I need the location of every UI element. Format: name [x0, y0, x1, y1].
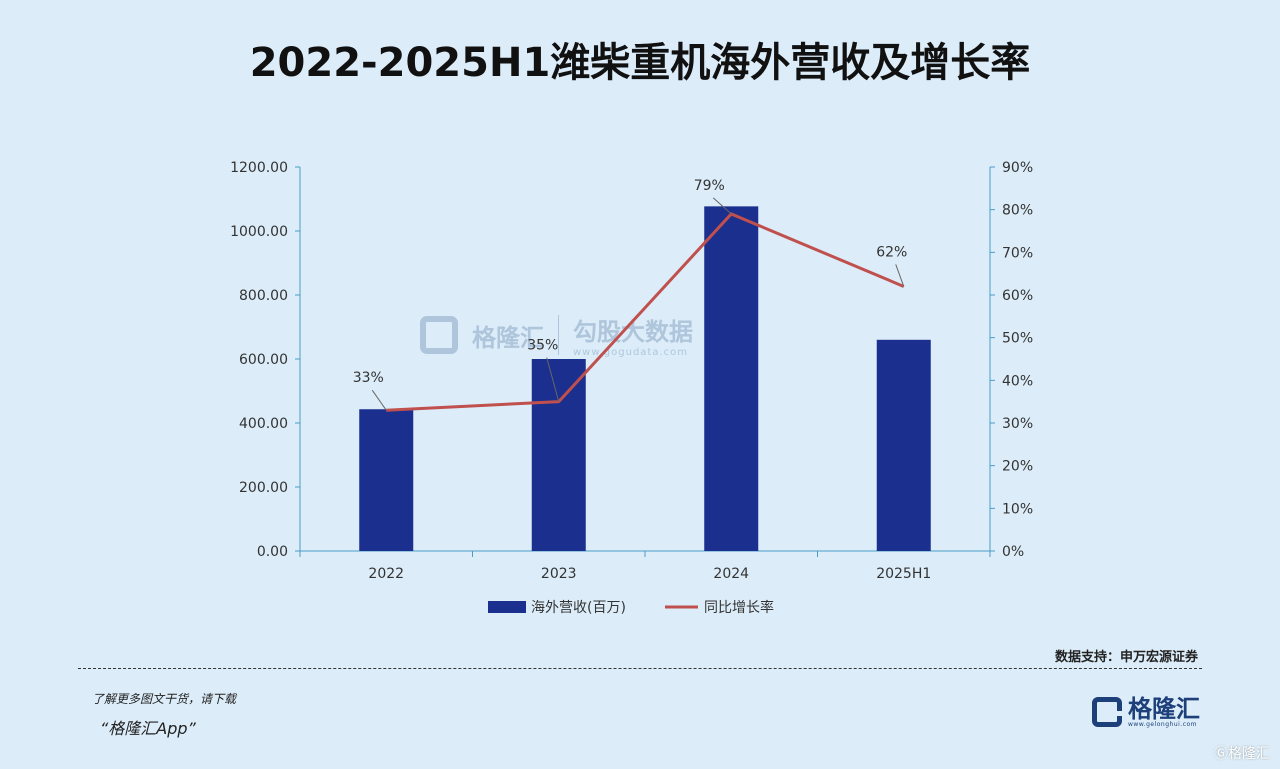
growth-line: [386, 212, 905, 412]
data-label: 79%: [694, 178, 725, 194]
brand-url: www.gelonghui.com: [1128, 720, 1198, 728]
combo-chart: 0.00 200.00 400.00 600.00 800.00 1000.00 1200.…: [230, 160, 1033, 616]
y-left-tick-label: 400.00: [239, 416, 288, 432]
x-tick-label: 2025H1: [876, 566, 931, 582]
y-right-tick-label: 60%: [1002, 288, 1033, 304]
data-label: 33%: [353, 370, 384, 386]
y-left-tick-label: 0.00: [257, 544, 288, 560]
y-right-tick-label: 20%: [1002, 459, 1033, 475]
watermark-logo-icon: [420, 316, 458, 354]
y-left-tick-label: 600.00: [239, 352, 288, 368]
y-right-tick-label: 10%: [1002, 501, 1033, 517]
y-right-tick-label: 70%: [1002, 245, 1033, 261]
x-tick-label: 2022: [368, 566, 404, 582]
y-right-tick-label: 40%: [1002, 373, 1033, 389]
watermark-url: www.gogudata.com: [573, 347, 689, 358]
data-label: 62%: [876, 244, 907, 260]
y-left-tick-label: 1000.00: [230, 224, 288, 240]
promo-text: 了解更多图文干货，请下载: [92, 692, 237, 706]
y-right-tick-label: 50%: [1002, 331, 1033, 347]
brand-logo[interactable]: 格隆汇 www.gelonghui.com: [1092, 692, 1200, 732]
watermark-separator: [558, 315, 559, 355]
y-right-tick-label: 0%: [1002, 544, 1024, 560]
brand-logo-icon: [1092, 697, 1122, 727]
divider: [78, 668, 1202, 669]
data-label-leader: [371, 389, 387, 411]
x-tick-label: 2023: [541, 566, 577, 582]
y-right-tick-label: 80%: [1002, 203, 1033, 219]
legend-bar-swatch: [488, 601, 526, 613]
data-source: 数据支持：申万宏源证券: [1054, 650, 1198, 665]
y-right-tick-label: 90%: [1002, 160, 1033, 176]
corner-watermark: Ⓖ格隆汇: [1214, 746, 1270, 762]
x-tick-label: 2024: [713, 566, 749, 582]
data-label-leader: [895, 264, 905, 287]
bar: [704, 206, 759, 552]
y-left-tick-label: 200.00: [239, 480, 288, 496]
data-label-leader: [546, 357, 560, 402]
data-label: 35%: [527, 338, 558, 354]
bar: [531, 359, 586, 551]
promo-app-name: “格隆汇App”: [100, 719, 196, 738]
bar: [876, 339, 931, 551]
y-left-tick-label: 800.00: [239, 288, 288, 304]
legend-bar-label: 海外营收(百万): [531, 600, 626, 616]
legend-line-label: 同比增长率: [704, 599, 774, 616]
data-label-leader: [712, 197, 732, 215]
bar: [359, 409, 414, 551]
brand-name: 格隆汇: [1128, 694, 1200, 723]
watermark-name: 格隆汇: [472, 323, 544, 352]
y-left-tick-label: 1200.00: [230, 160, 288, 176]
chart-title: 2022-2025H1潍柴重机海外营收及增长率: [249, 40, 1031, 86]
y-right-tick-label: 30%: [1002, 416, 1033, 432]
